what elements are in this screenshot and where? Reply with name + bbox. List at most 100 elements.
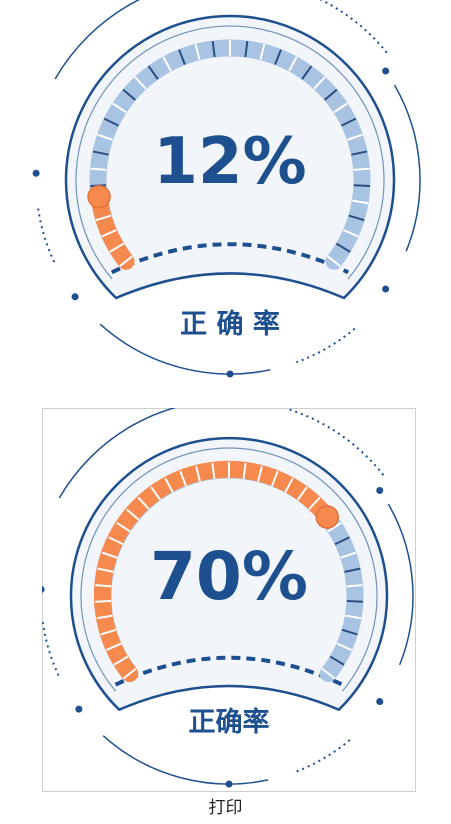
decor-dot [225,780,233,788]
gauge-tick [296,486,308,501]
outer-arc-top [58,408,177,499]
gauge-tick [341,117,357,127]
gauge-value: 12% [153,125,306,199]
gauge-tick [341,628,358,636]
gauge-tick [113,655,129,666]
gauge-tick [270,470,279,487]
inner-ring [75,25,385,280]
gauge-tick [137,496,150,510]
gauge-tick [257,465,263,482]
gauge-tick [105,642,122,651]
outer-arc-bottom [99,323,271,375]
gauge-tick [351,150,368,156]
gauge-tick [126,508,140,521]
inner-ring [80,447,378,692]
outer-arc-right [387,503,414,666]
gauge-tick [95,600,112,603]
outer-dotted-arc [42,622,60,676]
gauge-value: 70% [150,538,308,615]
gauge-tick [259,44,266,61]
gauge-tick [116,521,131,533]
dashed-baseline [110,242,350,275]
gauge-tick [336,642,353,651]
gauge-tick [164,477,174,493]
gauge-tick [274,49,282,65]
gauge-label: 正 确 率 [180,308,280,340]
gauge-tick [211,40,216,58]
gauge-tick [112,102,127,114]
gauge-progress [93,460,336,683]
gauge-tick [313,76,326,90]
outer-arc-bottom [102,735,269,785]
gauge-tick [244,40,249,58]
gauge-tick [353,184,370,187]
gauge-tick [97,567,114,573]
gauge-tick [108,536,124,546]
gauge-tick [344,567,361,573]
gauge-label: 正确率 [189,706,270,738]
decor-dot [226,370,234,378]
outer-arc-right [393,84,421,252]
gauge-tick [97,133,114,141]
gauge-tick [179,470,188,487]
outer-dotted-arc [292,739,351,774]
gauge-tick [194,44,201,61]
accuracy-gauge-12: 12% 正 确 率 [32,0,421,378]
gauge-tick [211,462,216,480]
decor-dot [32,169,40,177]
gauge-tick [346,133,363,141]
gauge-tick [288,56,298,72]
decor-dot [75,705,83,713]
gauge-tick [90,167,107,171]
gauge-tick [327,255,341,267]
gauge-tick [100,628,117,636]
gauge-tick [308,496,321,510]
gauge-tick [162,56,172,72]
gauge-tick [327,521,342,533]
accuracy-gauge-70: 70% 正确率 [42,408,414,788]
gauge-knob [315,505,339,529]
gauge-tick [109,242,125,253]
gauge-tick [345,614,362,620]
gauge-tick [147,65,159,80]
decor-dot [42,586,45,593]
gauge-tick [334,536,350,546]
gauge-tick [346,584,363,588]
gauge-tick [340,551,357,559]
gauge-tick [333,102,348,114]
gauge-tick [101,229,117,238]
decor-dot [376,486,384,494]
gauge-tick [92,150,109,156]
gauge-tick [195,465,201,482]
gauge-tick [122,88,136,101]
gauge-tick [324,88,338,101]
outer-dotted-arc [296,327,356,364]
gauge-tick [348,214,365,222]
gauge-tick [95,214,112,222]
gauge-tick [101,551,118,559]
dashed-baseline [114,655,344,687]
gauge-tick [301,65,313,80]
decor-dot [382,67,390,75]
gauge-tick [119,255,133,267]
decor-dot [71,293,79,301]
gauge-tick [122,667,137,680]
gauge-tick [95,584,112,588]
gauge-tick [242,462,247,480]
outer-arc-top [54,0,141,80]
gauge-tick [103,117,119,127]
gauge-tick [352,199,369,205]
decor-dot [382,285,390,293]
gauge-tick [346,600,363,603]
gauge-tick [329,655,345,666]
print-caption: 打印 [208,798,243,818]
gauge-knob [87,184,111,209]
gauge-tick [178,49,186,65]
outer-dotted-arc [36,206,56,263]
gauge-tick [321,667,336,680]
gauge-tick [134,76,147,90]
gauge-tick [96,614,113,620]
gauge-tick [335,242,351,253]
gauge-tick [284,477,294,493]
gauge-tick [343,229,359,238]
